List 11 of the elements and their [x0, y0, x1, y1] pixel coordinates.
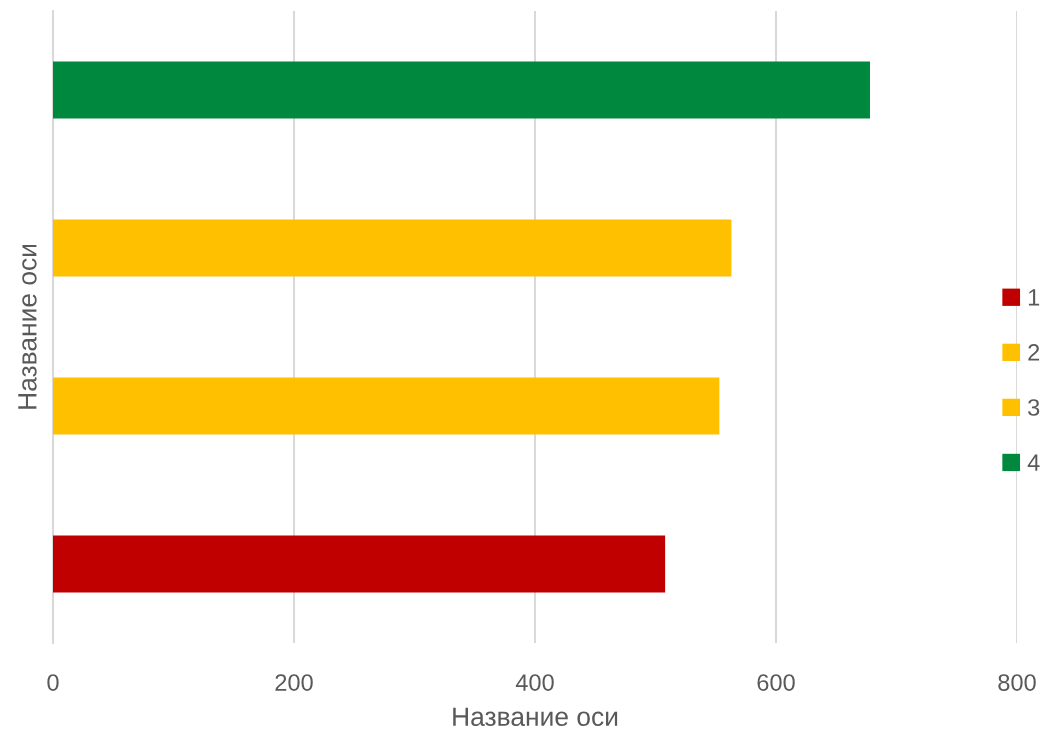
- legend-label: 3: [1028, 399, 1040, 416]
- x-tick-label: 400: [515, 674, 554, 691]
- legend-label: 2: [1028, 344, 1040, 361]
- x-tick-label: 600: [757, 674, 795, 691]
- legend-label: 4: [1027, 454, 1040, 471]
- x-tick-label: 800: [998, 674, 1036, 691]
- x-tick-label: 200: [275, 674, 313, 691]
- legend-label: 1: [1028, 289, 1040, 306]
- x-tick-label: 0: [47, 674, 59, 691]
- x-axis-title: Название оси: [453, 707, 618, 727]
- y-axis-title: Название оси: [18, 244, 37, 409]
